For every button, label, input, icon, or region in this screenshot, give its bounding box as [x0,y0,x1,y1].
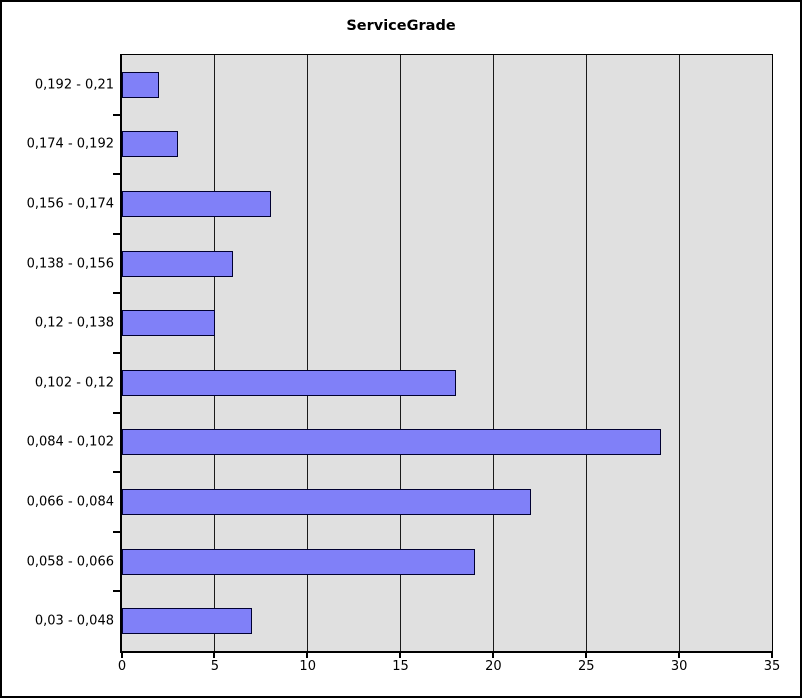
x-axis-tick [677,653,680,658]
x-axis-tick-label: 15 [392,659,409,674]
gridline [214,55,216,651]
x-axis-tick [399,653,402,658]
bar [122,489,531,515]
x-axis-tick [491,653,494,658]
x-axis-tick-label: 5 [210,659,219,674]
gridline [400,55,402,651]
y-axis-label: 0,192 - 0,21 [34,77,114,93]
bar [122,608,252,635]
y-axis-tick [113,411,120,414]
y-axis-label: 0,03 - 0,048 [34,613,114,629]
y-axis-tick [113,352,120,354]
bar [122,131,178,158]
x-axis-tick [770,653,773,658]
gridline [307,55,309,651]
plot-area [120,54,773,653]
chart-title: ServiceGrade [346,18,456,34]
y-axis-tick [113,471,120,474]
bar [122,369,457,396]
y-axis-label: 0,156 - 0,174 [26,196,114,212]
x-axis-tick-label: 25 [578,659,595,674]
x-axis-tick [120,653,123,658]
y-axis-tick [113,530,120,533]
y-axis-tick [113,232,120,235]
y-axis-tick [113,590,120,593]
x-axis-tick-label: 35 [763,659,781,674]
y-axis-label: 0,138 - 0,156 [26,256,114,272]
y-axis-label: 0,058 - 0,066 [26,554,114,570]
bar [122,191,271,217]
bar [122,250,234,277]
gridline [492,55,494,651]
bar [122,71,160,98]
x-axis-tick-label: 20 [485,659,502,674]
y-axis-tick [113,113,120,116]
x-axis-tick [306,653,309,658]
y-axis-label: 0,174 - 0,192 [26,136,114,152]
y-axis-label: 0,102 - 0,12 [34,375,114,391]
x-axis-tick [213,653,216,658]
gridline [678,55,680,651]
x-axis-tick-label: 0 [117,659,127,674]
y-axis-label: 0,12 - 0,138 [34,315,114,331]
x-axis-tick [584,653,587,658]
x-axis-tick-label: 10 [299,659,316,674]
bar [122,310,215,337]
x-axis-tick-label: 30 [670,659,688,674]
bar [122,429,661,456]
y-axis-label: 0,084 - 0,102 [26,434,114,450]
y-axis-label: 0,066 - 0,084 [26,494,114,510]
gridline [585,55,587,651]
y-axis-tick [113,292,120,295]
bar [122,548,475,575]
y-axis-tick [113,173,120,176]
